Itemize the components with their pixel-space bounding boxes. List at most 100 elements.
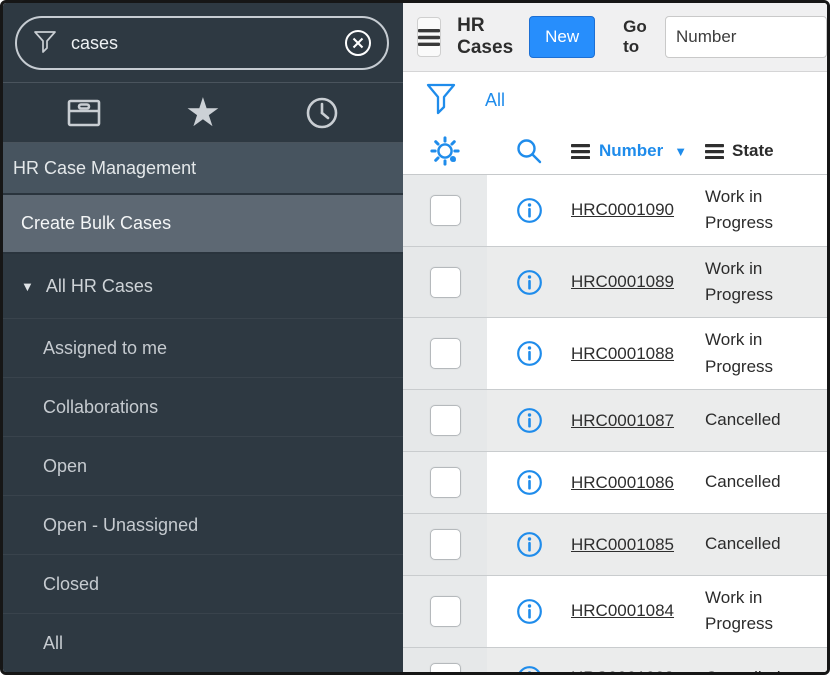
- nav-subitem[interactable]: Closed: [3, 554, 403, 613]
- row-preview-cell: [487, 407, 571, 434]
- case-state: Cancelled: [705, 534, 781, 554]
- list-view: HR Cases New Go to All: [403, 3, 827, 672]
- row-checkbox[interactable]: [429, 529, 461, 561]
- info-icon[interactable]: [516, 598, 543, 625]
- filter-funnel-icon: [33, 30, 57, 56]
- info-icon[interactable]: [516, 340, 543, 367]
- column-header-state[interactable]: State: [705, 141, 827, 161]
- case-state: Work in Progress: [705, 187, 774, 233]
- goto-label: Go to: [623, 17, 647, 56]
- row-state-cell: Work in Progress: [705, 318, 827, 389]
- row-state-cell: Cancelled: [705, 656, 827, 672]
- row-checkbox[interactable]: [429, 595, 461, 627]
- table-row: HRC0001089 Work in Progress: [403, 246, 827, 319]
- info-icon[interactable]: [516, 531, 543, 558]
- filter-funnel-icon[interactable]: [425, 82, 457, 118]
- row-number-cell: HRC0001086: [571, 473, 705, 493]
- case-number-link[interactable]: HRC0001089: [571, 272, 675, 292]
- case-number-link[interactable]: HRC0001085: [571, 534, 675, 554]
- column-label-number[interactable]: Number: [599, 141, 664, 160]
- history-icon[interactable]: [292, 88, 352, 138]
- table-row: HRC0001083 Cancelled: [403, 647, 827, 672]
- row-checkbox[interactable]: [429, 266, 461, 298]
- list-header: HR Cases New Go to: [403, 3, 827, 72]
- row-state-cell: Work in Progress: [705, 247, 827, 318]
- row-state-cell: Work in Progress: [705, 576, 827, 647]
- row-select-cell: [403, 318, 487, 390]
- case-number-link[interactable]: HRC0001088: [571, 343, 675, 363]
- list-context-menu-button[interactable]: [417, 17, 442, 57]
- info-icon[interactable]: [516, 469, 543, 496]
- row-checkbox[interactable]: [429, 467, 461, 499]
- case-number-link[interactable]: HRC0001090: [571, 200, 675, 220]
- row-preview-cell: [487, 269, 571, 296]
- case-number-link[interactable]: HRC0001083: [571, 668, 674, 672]
- row-checkbox[interactable]: [429, 194, 461, 226]
- nav-subitem[interactable]: Open - Unassigned: [3, 495, 403, 554]
- column-menu-icon[interactable]: [571, 143, 590, 159]
- row-checkbox[interactable]: [429, 662, 461, 672]
- case-state: Work in Progress: [705, 588, 774, 634]
- all-applications-icon[interactable]: [54, 88, 114, 138]
- row-select-cell: [403, 576, 487, 647]
- nav-subitem-label: Open - Unassigned: [43, 514, 199, 535]
- nav-item-create-bulk-cases[interactable]: Create Bulk Cases: [3, 195, 403, 254]
- nav-filter-searchbox[interactable]: [15, 16, 389, 70]
- application-navigator: ★ HR Case Management Create Bulk Cases ▼…: [3, 3, 403, 672]
- nav-item-all-hr-cases[interactable]: ▼ All HR Cases: [3, 254, 403, 318]
- case-number-link[interactable]: HRC0001087: [571, 410, 675, 430]
- gear-icon[interactable]: [430, 136, 460, 166]
- nav-subitem[interactable]: Assigned to me: [3, 318, 403, 377]
- sort-desc-icon[interactable]: ▼: [674, 143, 688, 159]
- table-row: HRC0001090 Work in Progress: [403, 175, 827, 247]
- row-checkbox[interactable]: [429, 405, 461, 437]
- row-number-cell: HRC0001089: [571, 272, 705, 292]
- breadcrumb-row: All: [403, 72, 827, 128]
- chevron-down-icon[interactable]: ▼: [21, 278, 34, 294]
- nav-subitem-label: Assigned to me: [43, 337, 168, 358]
- breadcrumb-all-link[interactable]: All: [485, 89, 506, 110]
- column-label-state[interactable]: State: [732, 141, 774, 160]
- nav-subitem-label: All: [43, 632, 64, 653]
- search-icon[interactable]: [515, 137, 543, 165]
- nav-subitem[interactable]: Open: [3, 436, 403, 495]
- row-checkbox[interactable]: [429, 338, 461, 370]
- table-row: HRC0001084 Work in Progress: [403, 576, 827, 648]
- case-state: Cancelled: [705, 410, 781, 430]
- row-number-cell: HRC0001084: [571, 601, 705, 621]
- nav-filter-input[interactable]: [69, 31, 331, 55]
- row-state-cell: Cancelled: [705, 522, 827, 566]
- clear-search-icon[interactable]: [343, 28, 373, 58]
- info-icon[interactable]: [516, 269, 543, 296]
- row-number-cell: HRC0001090: [571, 200, 705, 220]
- sidebar-submenu: Assigned to me Collaborations Open Open …: [3, 318, 403, 672]
- header-search-cell: [487, 137, 571, 165]
- column-menu-icon[interactable]: [705, 143, 724, 159]
- row-number-cell: HRC0001088: [571, 344, 705, 364]
- nav-subitem[interactable]: All: [3, 613, 403, 672]
- row-preview-cell: [487, 469, 571, 496]
- case-number-link[interactable]: HRC0001086: [571, 472, 675, 492]
- info-icon[interactable]: [516, 197, 543, 224]
- goto-field-select[interactable]: [665, 16, 827, 58]
- info-icon[interactable]: [516, 665, 543, 672]
- table-row: HRC0001085 Cancelled: [403, 514, 827, 577]
- column-header-number[interactable]: Number ▼: [571, 141, 705, 161]
- page-title: HR Cases: [457, 15, 514, 58]
- case-number-link[interactable]: HRC0001084: [571, 601, 675, 621]
- nav-section-hr-case-management[interactable]: HR Case Management: [3, 143, 403, 195]
- table-row: HRC0001087 Cancelled: [403, 390, 827, 453]
- header-gear-cell: [403, 128, 487, 174]
- row-number-cell: HRC0001083: [571, 668, 705, 672]
- row-state-cell: Work in Progress: [705, 175, 827, 246]
- nav-subitem[interactable]: Collaborations: [3, 377, 403, 436]
- row-select-cell: [403, 514, 487, 576]
- nav-search-area: [3, 3, 403, 82]
- case-state: Work in Progress: [705, 330, 774, 376]
- info-icon[interactable]: [516, 407, 543, 434]
- row-select-cell: [403, 647, 487, 672]
- row-preview-cell: [487, 197, 571, 224]
- favorites-icon[interactable]: ★: [185, 89, 221, 136]
- new-button[interactable]: New: [529, 16, 596, 58]
